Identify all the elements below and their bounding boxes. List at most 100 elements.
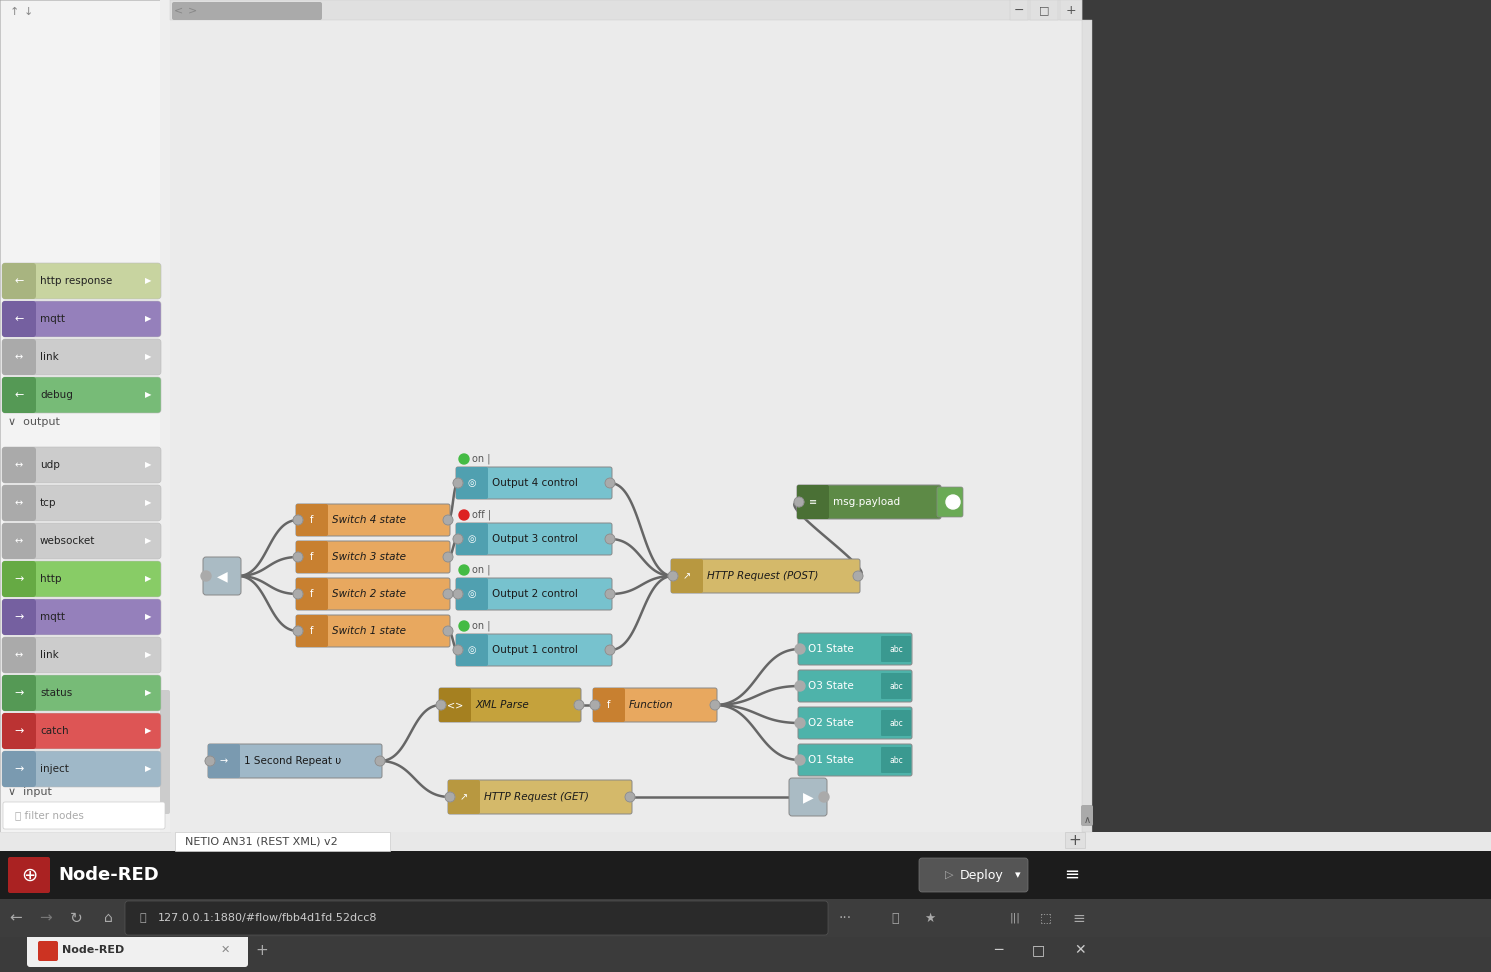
Circle shape [453, 589, 464, 599]
Text: XML Parse: XML Parse [476, 700, 529, 710]
FancyBboxPatch shape [297, 615, 450, 647]
Circle shape [443, 589, 453, 599]
Text: ▶: ▶ [145, 765, 151, 774]
Bar [473, 580, 486, 608]
Text: ▶: ▶ [145, 612, 151, 621]
FancyBboxPatch shape [1, 263, 36, 299]
Text: ←: ← [15, 390, 24, 400]
Text: Node-RED: Node-RED [63, 945, 124, 955]
Text: 🔍 filter nodes: 🔍 filter nodes [15, 810, 83, 820]
Text: on |: on | [473, 565, 491, 575]
Text: O2 State: O2 State [808, 718, 854, 728]
Bar [0, 851, 1491, 899]
Text: ←: ← [15, 314, 24, 324]
Text: ▶: ▶ [802, 790, 813, 804]
Bar [312, 506, 327, 534]
Text: f: f [310, 552, 313, 562]
FancyBboxPatch shape [456, 578, 488, 610]
Text: inject: inject [40, 764, 69, 774]
FancyBboxPatch shape [456, 467, 488, 499]
Circle shape [605, 478, 614, 488]
Bar [170, 0, 1082, 20]
Circle shape [795, 755, 805, 765]
Circle shape [443, 515, 453, 525]
Circle shape [605, 534, 614, 544]
FancyBboxPatch shape [798, 744, 912, 776]
FancyBboxPatch shape [789, 778, 828, 816]
Text: mqtt: mqtt [40, 314, 66, 324]
FancyBboxPatch shape [1, 637, 36, 673]
FancyBboxPatch shape [7, 857, 51, 893]
FancyBboxPatch shape [1, 447, 161, 483]
Text: on |: on | [473, 454, 491, 465]
Circle shape [605, 589, 614, 599]
Text: HTTP Request (POST): HTTP Request (POST) [707, 571, 819, 581]
Circle shape [453, 645, 464, 655]
Text: ↗: ↗ [683, 571, 690, 581]
Text: ←: ← [15, 276, 24, 286]
FancyBboxPatch shape [1, 523, 36, 559]
Text: +: + [1069, 832, 1081, 848]
FancyBboxPatch shape [1, 561, 161, 597]
Text: ★: ★ [924, 912, 936, 924]
FancyBboxPatch shape [1, 675, 36, 711]
Text: f: f [310, 515, 313, 525]
Bar [1065, 832, 1085, 848]
Bar [174, 832, 391, 851]
Text: |||: ||| [1009, 913, 1020, 923]
Text: abc: abc [889, 644, 904, 653]
FancyBboxPatch shape [1, 377, 36, 413]
Text: Switch 4 state: Switch 4 state [332, 515, 406, 525]
Text: ◀: ◀ [216, 569, 227, 583]
FancyBboxPatch shape [456, 578, 611, 610]
Bar [0, 937, 1491, 972]
Text: ▶: ▶ [145, 726, 151, 736]
Text: ↔: ↔ [15, 536, 22, 546]
Text: ↗: ↗ [459, 792, 468, 802]
Text: +: + [255, 943, 268, 957]
Circle shape [204, 756, 215, 766]
Text: Output 3 control: Output 3 control [492, 534, 579, 544]
Text: ▶: ▶ [145, 353, 151, 362]
Text: udp: udp [40, 460, 60, 470]
Bar [160, 0, 170, 832]
Text: 🔒: 🔒 [140, 913, 146, 923]
Circle shape [590, 700, 599, 710]
Text: mqtt: mqtt [40, 612, 66, 622]
Circle shape [435, 700, 446, 710]
Text: ─: ─ [994, 943, 1002, 957]
Text: ≡: ≡ [810, 497, 817, 507]
Text: ▶: ▶ [145, 688, 151, 698]
Bar [464, 782, 479, 812]
Text: tcp: tcp [40, 498, 57, 508]
FancyBboxPatch shape [297, 578, 450, 610]
FancyBboxPatch shape [456, 634, 611, 666]
Text: 1 Second Repeat υ: 1 Second Repeat υ [245, 756, 341, 766]
Bar [473, 469, 486, 497]
Circle shape [459, 621, 470, 631]
FancyBboxPatch shape [798, 707, 912, 739]
Bar [0, 0, 170, 832]
Text: off |: off | [473, 509, 491, 520]
FancyBboxPatch shape [456, 634, 488, 666]
Text: abc: abc [889, 681, 904, 690]
Circle shape [668, 571, 678, 581]
Text: ⌂: ⌂ [104, 911, 112, 925]
Bar [312, 580, 327, 608]
Text: ↔: ↔ [15, 498, 22, 508]
Text: Switch 2 state: Switch 2 state [332, 589, 406, 599]
Text: HTTP Request (GET): HTTP Request (GET) [485, 792, 589, 802]
FancyBboxPatch shape [593, 688, 717, 722]
Text: ⊕: ⊕ [21, 865, 37, 885]
Text: Output 2 control: Output 2 control [492, 589, 579, 599]
Circle shape [294, 626, 303, 636]
Text: ◎: ◎ [468, 589, 476, 599]
Circle shape [574, 700, 584, 710]
Bar [687, 561, 701, 591]
FancyBboxPatch shape [1, 713, 161, 749]
FancyBboxPatch shape [297, 615, 328, 647]
Circle shape [294, 589, 303, 599]
FancyBboxPatch shape [918, 858, 1027, 892]
Text: ◎: ◎ [468, 478, 476, 488]
Text: ✕: ✕ [221, 945, 230, 955]
